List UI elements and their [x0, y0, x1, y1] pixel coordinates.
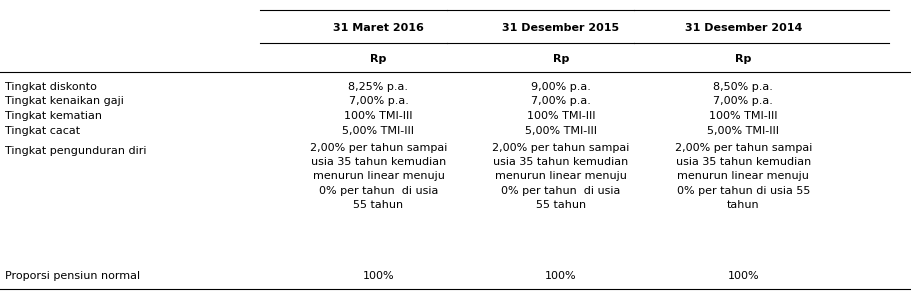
Text: 7,00% p.a.: 7,00% p.a. [712, 96, 773, 106]
Text: 8,50% p.a.: 8,50% p.a. [712, 82, 773, 92]
Text: 100% TMI-III: 100% TMI-III [708, 111, 777, 121]
Text: 2,00% per tahun sampai
usia 35 tahun kemudian
menurun linear menuju
0% per tahun: 2,00% per tahun sampai usia 35 tahun kem… [674, 143, 811, 210]
Text: 9,00% p.a.: 9,00% p.a. [530, 82, 590, 92]
Text: 31 Desember 2014: 31 Desember 2014 [684, 23, 801, 33]
Text: 8,25% p.a.: 8,25% p.a. [348, 82, 408, 92]
Text: Rp: Rp [552, 54, 568, 64]
Text: 100%: 100% [545, 271, 576, 281]
Text: Rp: Rp [370, 54, 386, 64]
Text: 5,00% TMI-III: 5,00% TMI-III [707, 126, 778, 136]
Text: Tingkat diskonto: Tingkat diskonto [5, 82, 97, 92]
Text: 100%: 100% [727, 271, 758, 281]
Text: Tingkat cacat: Tingkat cacat [5, 126, 79, 136]
Text: 5,00% TMI-III: 5,00% TMI-III [343, 126, 414, 136]
Text: Proporsi pensiun normal: Proporsi pensiun normal [5, 271, 139, 281]
Text: 100% TMI-III: 100% TMI-III [343, 111, 413, 121]
Text: Tingkat kematian: Tingkat kematian [5, 111, 101, 121]
Text: 100% TMI-III: 100% TMI-III [526, 111, 595, 121]
Text: 7,00% p.a.: 7,00% p.a. [530, 96, 590, 106]
Text: Rp: Rp [734, 54, 751, 64]
Text: 2,00% per tahun sampai
usia 35 tahun kemudian
menurun linear menuju
0% per tahun: 2,00% per tahun sampai usia 35 tahun kem… [492, 143, 629, 210]
Text: 5,00% TMI-III: 5,00% TMI-III [525, 126, 596, 136]
Text: 31 Maret 2016: 31 Maret 2016 [333, 23, 424, 33]
Text: 7,00% p.a.: 7,00% p.a. [348, 96, 408, 106]
Text: 2,00% per tahun sampai
usia 35 tahun kemudian
menurun linear menuju
0% per tahun: 2,00% per tahun sampai usia 35 tahun kem… [310, 143, 446, 210]
Text: Tingkat kenaikan gaji: Tingkat kenaikan gaji [5, 96, 123, 106]
Text: Tingkat pengunduran diri: Tingkat pengunduran diri [5, 146, 146, 156]
Text: 100%: 100% [363, 271, 394, 281]
Text: 31 Desember 2015: 31 Desember 2015 [502, 23, 619, 33]
